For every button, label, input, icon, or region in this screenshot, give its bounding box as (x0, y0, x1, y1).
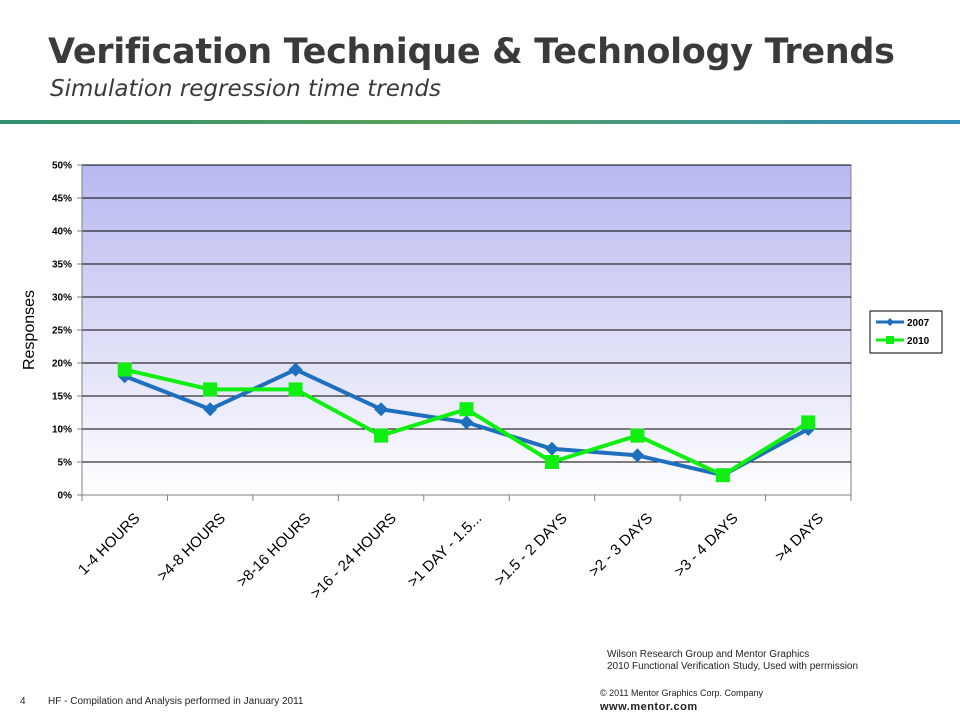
legend-marker (886, 318, 894, 326)
x-tick-label: >4-8 HOURS (154, 510, 229, 585)
data-point (374, 402, 389, 417)
x-tick-label: >16 - 24 HOURS (307, 510, 399, 602)
x-tick-label: >3 - 4 DAYS (671, 510, 741, 580)
line-chart: 0% 5% 10% 15% 20% 25% 30% 35% 40% 45% 50% Responses… (21, 161, 943, 602)
data-point (117, 362, 132, 377)
legend-label: 2007 (907, 318, 930, 329)
series-2010 (117, 362, 816, 483)
legend-box (869, 310, 943, 354)
data-point (203, 382, 218, 397)
data-point (544, 455, 559, 469)
y-tick-label: 0% (58, 491, 73, 502)
slide-subtitle: Simulation regression time trends (50, 76, 442, 102)
source-credit-line-1: Wilson Research Group and Mentor Graphic… (607, 649, 810, 660)
data-point (801, 415, 816, 430)
chart-legend: 2007 2010 (869, 310, 943, 354)
y-axis-label: Responses (21, 290, 38, 370)
x-tick-label: >1.5 - 2 DAYS (491, 510, 570, 589)
y-tick-label: 30% (52, 293, 72, 304)
website-link[interactable]: www.mentor.com (600, 701, 698, 713)
source-credit-line-2: 2010 Functional Verification Study, Used… (607, 661, 859, 672)
copyright-notice: © 2011 Mentor Graphics Corp. Company (600, 688, 764, 698)
x-tick-label: >1 DAY - 1.5... (404, 510, 485, 591)
data-point (630, 428, 645, 443)
data-point (288, 382, 303, 397)
y-tick-label: 25% (52, 326, 72, 337)
y-tick-label: 15% (52, 392, 72, 403)
source-credit: Wilson Research Group and Mentor Graphic… (607, 649, 858, 673)
y-tick-label: 5% (58, 458, 73, 469)
legend-marker (886, 336, 894, 344)
legend-label: 2010 (907, 336, 930, 347)
slide-title: Verification Technique & Technology Tren… (48, 32, 895, 72)
y-tick-label: 35% (52, 260, 72, 271)
data-point (374, 428, 389, 443)
x-tick-label: 1-4 HOURS (75, 510, 144, 579)
data-point (203, 402, 218, 417)
x-tick-label: >4 DAYS (772, 510, 827, 565)
title-divider (0, 120, 960, 124)
x-tick-label: >8-16 HOURS (234, 510, 315, 591)
y-tick-label: 20% (52, 359, 72, 370)
data-point (459, 402, 474, 417)
x-tick-label: >2 - 3 DAYS (586, 510, 656, 580)
footer-note: HF - Compilation and Analysis performed … (48, 696, 304, 707)
y-tick-label: 50% (52, 161, 72, 172)
data-point (544, 441, 559, 456)
data-point (459, 415, 474, 430)
y-tick-label: 45% (52, 194, 72, 205)
data-point (715, 468, 730, 483)
y-tick-label: 10% (52, 425, 72, 436)
page-number: 4 (20, 696, 26, 707)
data-point (288, 362, 303, 377)
data-point (630, 448, 645, 463)
y-tick-label: 40% (52, 227, 72, 238)
